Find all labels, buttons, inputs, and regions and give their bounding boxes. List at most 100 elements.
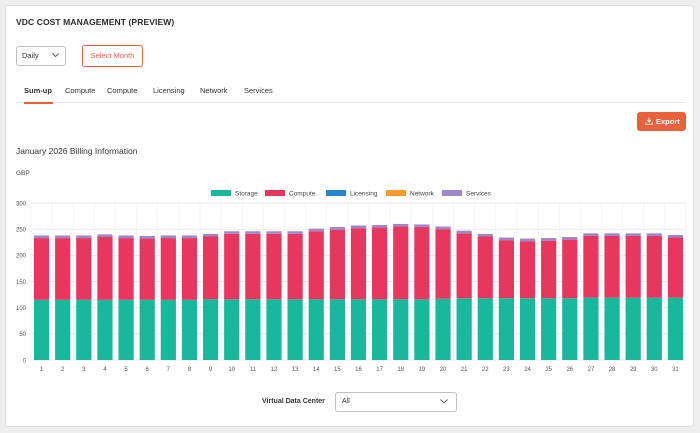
- chevron-down-icon: [440, 399, 448, 404]
- bar-services: [55, 235, 71, 239]
- bar-compute: [372, 227, 388, 300]
- bar-compute: [287, 233, 303, 300]
- page-title: VDC COST MANAGEMENT (PREVIEW): [16, 17, 175, 27]
- bar-compute: [562, 239, 578, 299]
- tab-network[interactable]: Network: [200, 86, 228, 95]
- bar-services: [245, 231, 261, 234]
- bar-compute: [181, 238, 198, 300]
- bar-services: [625, 233, 641, 236]
- bar-services: [477, 233, 493, 237]
- bar-storage: [477, 298, 493, 360]
- bar-services: [372, 224, 388, 228]
- bar-storage: [519, 298, 536, 360]
- select-month-button[interactable]: Select Month: [82, 45, 143, 67]
- bar-storage: [160, 299, 176, 360]
- x-tick-label: 4: [103, 367, 107, 373]
- x-tick-label: 5: [124, 367, 128, 373]
- y-tick-label: 150: [16, 280, 27, 286]
- bar-storage: [329, 299, 345, 360]
- bar-compute: [393, 226, 409, 300]
- x-tick-label: 29: [630, 367, 637, 373]
- bar-storage: [498, 298, 515, 360]
- tab-services[interactable]: Services: [244, 86, 273, 95]
- bar-storage: [667, 297, 684, 360]
- bar-storage: [541, 298, 557, 360]
- bar-services: [202, 233, 219, 237]
- x-tick-label: 12: [271, 367, 278, 373]
- vdc-select-value: All: [342, 398, 350, 405]
- vdc-select[interactable]: All: [335, 392, 457, 412]
- bar-compute: [583, 235, 599, 298]
- tab-storage[interactable]: Compute: [65, 86, 96, 95]
- export-label: Export: [656, 117, 680, 126]
- bar-storage: [97, 299, 113, 360]
- bar-storage: [625, 297, 641, 360]
- x-tick-label: 6: [146, 367, 150, 373]
- bar-storage: [308, 299, 324, 360]
- bar-storage: [604, 297, 620, 360]
- bar-compute: [519, 241, 536, 299]
- tab-licensing[interactable]: Licensing: [153, 86, 185, 95]
- y-tick-label: 200: [16, 254, 27, 260]
- export-button[interactable]: Export: [637, 112, 686, 131]
- bar-compute: [266, 233, 282, 300]
- y-tick-label: 300: [16, 201, 27, 207]
- bar-services: [266, 231, 282, 234]
- x-tick-label: 14: [313, 367, 320, 373]
- bar-compute: [498, 240, 515, 299]
- bar-compute: [33, 238, 50, 300]
- bar-compute: [97, 237, 113, 300]
- x-tick-label: 21: [461, 367, 468, 373]
- y-tick-label: 250: [16, 227, 27, 233]
- bar-storage: [224, 299, 240, 360]
- tab-compute[interactable]: Compute: [107, 86, 138, 95]
- bar-storage: [350, 299, 367, 360]
- x-tick-label: 22: [482, 367, 489, 373]
- bar-storage: [646, 297, 662, 360]
- y-tick-label: 0: [23, 358, 27, 364]
- legend-swatch: [442, 190, 462, 196]
- tab-sum-up[interactable]: Sum-up: [24, 86, 53, 104]
- bar-storage: [139, 299, 155, 360]
- period-select[interactable]: Daily: [16, 46, 66, 66]
- bar-storage: [414, 299, 430, 360]
- bar-services: [583, 233, 599, 236]
- x-tick-label: 17: [376, 367, 383, 373]
- x-tick-label: 3: [82, 367, 86, 373]
- vdc-label: Virtual Data Center: [262, 398, 325, 405]
- bar-storage: [287, 299, 303, 360]
- bar-storage: [435, 298, 451, 360]
- x-tick-label: 28: [609, 367, 616, 373]
- bar-services: [308, 228, 324, 232]
- bar-compute: [55, 238, 71, 300]
- bar-compute: [541, 240, 557, 299]
- bar-services: [160, 235, 176, 239]
- y-tick-label: 50: [19, 332, 26, 338]
- x-tick-label: 15: [334, 367, 341, 373]
- legend-label: Network: [410, 191, 435, 198]
- tab-bar: Sum-up Compute Compute Licensing Network…: [16, 86, 686, 104]
- bar-storage: [583, 297, 599, 360]
- download-icon: [645, 117, 653, 125]
- x-tick-label: 13: [292, 367, 299, 373]
- x-tick-label: 2: [61, 367, 65, 373]
- legend-label: Licensing: [350, 191, 378, 198]
- bar-compute: [625, 235, 641, 298]
- bar-storage: [245, 299, 261, 360]
- bar-services: [393, 223, 409, 227]
- bar-services: [519, 238, 536, 242]
- x-tick-label: 30: [651, 367, 658, 373]
- bar-services: [414, 224, 430, 228]
- bar-services: [456, 230, 472, 234]
- chevron-down-icon: [52, 53, 59, 57]
- bar-services: [604, 233, 620, 236]
- bar-storage: [456, 298, 472, 360]
- bar-services: [181, 235, 198, 239]
- bar-storage: [181, 299, 198, 360]
- legend-label: Compute: [289, 191, 316, 198]
- x-tick-label: 20: [440, 367, 447, 373]
- y-tick-label: 100: [16, 306, 27, 312]
- x-tick-label: 11: [250, 367, 257, 373]
- bar-storage: [55, 299, 71, 360]
- bar-storage: [202, 299, 219, 360]
